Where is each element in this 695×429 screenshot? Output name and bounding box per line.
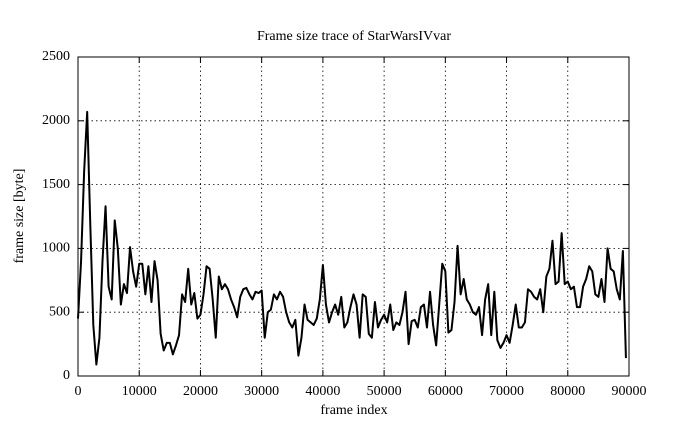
y-tick-label: 1500 xyxy=(42,177,70,192)
x-axis-label: frame index xyxy=(320,403,387,418)
x-tick-label: 80000 xyxy=(550,384,585,399)
plot-border xyxy=(77,56,630,377)
x-tick-label: 30000 xyxy=(244,384,279,399)
x-tick-label: 0 xyxy=(75,384,82,399)
y-tick-label: 0 xyxy=(63,368,70,383)
y-axis-label: frame size [byte] xyxy=(12,169,27,264)
y-tick-label: 1000 xyxy=(42,241,70,256)
data-line xyxy=(77,110,627,366)
y-tick-label: 2000 xyxy=(42,113,70,128)
y-tick-label: 500 xyxy=(49,304,70,319)
chart-title: Frame size trace of StarWarsIVvar xyxy=(257,29,451,44)
x-tick-label: 10000 xyxy=(122,384,157,399)
x-tick-label: 60000 xyxy=(428,384,463,399)
x-tick-label: 70000 xyxy=(489,384,524,399)
x-tick-label: 20000 xyxy=(183,384,218,399)
x-tick-label: 90000 xyxy=(612,384,647,399)
x-tick-label: 40000 xyxy=(305,384,340,399)
x-tick-label: 50000 xyxy=(367,384,402,399)
y-tick-label: 2500 xyxy=(42,49,70,64)
